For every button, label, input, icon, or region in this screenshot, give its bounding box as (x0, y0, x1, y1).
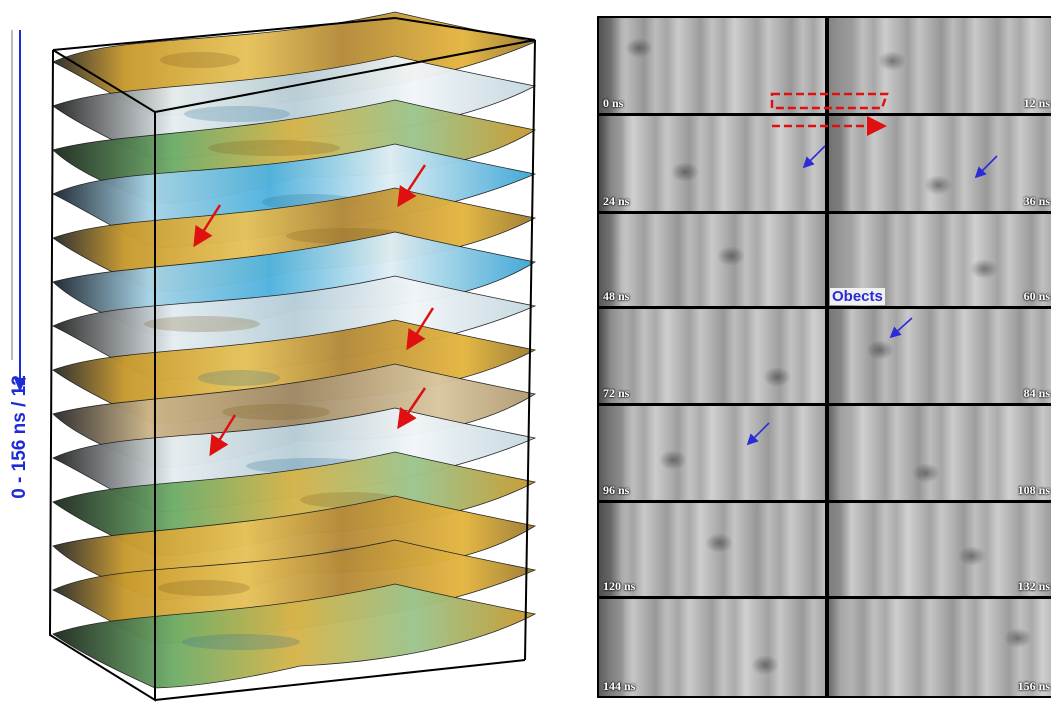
time-slice-label: 12 ns (1023, 96, 1050, 110)
time-slice-label: 120 ns (603, 579, 636, 593)
time-slice-tile: 24 ns (599, 116, 825, 211)
slice-shading (208, 140, 340, 156)
time-slice-label: 48 ns (603, 289, 630, 303)
time-slice-tile: 156 ns (829, 599, 1051, 696)
time-slice-tile: 84 ns (829, 309, 1051, 403)
time-slice-tile: 144 ns (599, 599, 825, 696)
slice-shading (144, 316, 260, 332)
3d-slice-stack: 0 - 156 ns / 12 (9, 11, 537, 702)
time-slice-tile: 36 ns (829, 116, 1051, 211)
time-slice-label: 36 ns (1023, 194, 1050, 208)
slice-shading (198, 370, 280, 386)
anomaly-arrow (193, 204, 222, 248)
time-slice-tile: 12 ns (829, 18, 1051, 113)
anomaly-arrow (397, 387, 427, 430)
depth-slices (52, 11, 537, 689)
slice-stack-svg (11, 11, 537, 702)
time-slice-label: 0 ns (603, 96, 624, 110)
time-slice-tile: 0 ns (599, 18, 825, 113)
slice-shading (158, 580, 250, 596)
time-slice-grid: 0 ns 12 ns 24 ns 36 ns 48 ns 60 ns 72 ns 84 ns 9… (597, 16, 1051, 698)
time-slice-label: 144 ns (603, 679, 636, 693)
stack-frame (48, 16, 536, 702)
time-slice-tile: 120 ns (599, 503, 825, 596)
anomaly-arrow (397, 164, 427, 208)
depth-axis-arrowhead (14, 378, 26, 392)
time-slice-label: 72 ns (603, 386, 630, 400)
time-slice-tile: 96 ns (599, 406, 825, 500)
slice-shading (160, 52, 240, 68)
anomaly-arrows (193, 164, 435, 457)
anomaly-arrow (209, 414, 237, 457)
anomaly-arrow (406, 307, 435, 351)
time-slice-label: 156 ns (1017, 679, 1050, 693)
time-slice-label: 60 ns (1023, 289, 1050, 303)
time-slice-label: 108 ns (1017, 483, 1050, 497)
time-slice-label: 24 ns (603, 194, 630, 208)
time-slice-tile: 48 ns (599, 214, 825, 306)
slice-shading (184, 106, 290, 122)
objects-label: Obects (830, 288, 885, 305)
time-slice-tile: 72 ns (599, 309, 825, 403)
slice-shading (222, 404, 330, 420)
time-slice-label: 96 ns (603, 483, 630, 497)
depth-axis-label: 0 - 156 ns / 12 (9, 375, 30, 499)
time-slice-tile: 108 ns (829, 406, 1051, 500)
depth-axis (11, 30, 26, 392)
time-slice-label: 132 ns (1017, 579, 1050, 593)
slice-shading (182, 634, 300, 650)
time-slice-tile: 132 ns (829, 503, 1051, 596)
time-slice-label: 84 ns (1023, 386, 1050, 400)
